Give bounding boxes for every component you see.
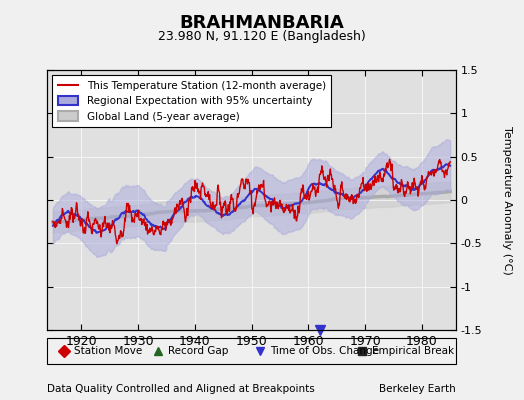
Text: Station Move: Station Move bbox=[74, 346, 142, 356]
Text: BRAHMANBARIA: BRAHMANBARIA bbox=[180, 14, 344, 32]
Legend: This Temperature Station (12-month average), Regional Expectation with 95% uncer: This Temperature Station (12-month avera… bbox=[52, 75, 331, 127]
Text: Berkeley Earth: Berkeley Earth bbox=[379, 384, 456, 394]
Text: Data Quality Controlled and Aligned at Breakpoints: Data Quality Controlled and Aligned at B… bbox=[47, 384, 315, 394]
Text: Empirical Break: Empirical Break bbox=[372, 346, 454, 356]
Text: Record Gap: Record Gap bbox=[168, 346, 228, 356]
Text: Time of Obs. Change: Time of Obs. Change bbox=[270, 346, 379, 356]
Y-axis label: Temperature Anomaly (°C): Temperature Anomaly (°C) bbox=[502, 126, 512, 274]
Text: 23.980 N, 91.120 E (Bangladesh): 23.980 N, 91.120 E (Bangladesh) bbox=[158, 30, 366, 43]
